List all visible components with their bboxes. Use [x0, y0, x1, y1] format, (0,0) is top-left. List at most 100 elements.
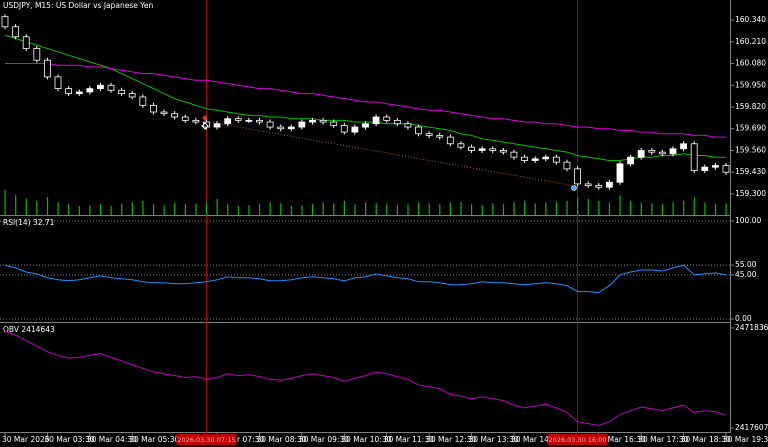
candle-body	[637, 150, 645, 158]
volume-bar	[227, 204, 229, 215]
volume-bar	[163, 205, 165, 215]
candle-body	[658, 151, 666, 155]
candle-body	[277, 126, 285, 130]
y-tick-label: 160.340	[735, 15, 766, 24]
candle-body	[521, 156, 528, 161]
candle-body	[499, 150, 507, 153]
volume-bar	[110, 206, 112, 215]
volume-bar	[481, 205, 483, 215]
candle-body	[12, 26, 20, 38]
volume-bar	[68, 204, 70, 215]
x-tick-label: 30 Mar 07:30	[214, 435, 264, 444]
candle-body	[97, 84, 104, 90]
candle-body	[181, 116, 189, 121]
volume-bar	[693, 197, 695, 215]
x-tick-label: 30 Mar 09:30	[299, 435, 349, 444]
volume-bar	[78, 206, 80, 215]
y-tick-label: 159.950	[735, 80, 766, 89]
candle-body	[542, 156, 550, 160]
y-tick-label: 2471836	[735, 323, 768, 332]
candle-body	[489, 148, 497, 151]
volume-bar	[343, 200, 345, 215]
candle-body	[128, 93, 136, 98]
candle-body	[139, 96, 147, 106]
candle-body	[669, 148, 677, 155]
volume-bar	[396, 205, 399, 215]
panel-title: RSI(14) 32.71	[3, 218, 55, 227]
volume-bar	[502, 204, 505, 215]
candle-body	[224, 118, 232, 125]
vertical-line-label: 2026.03.30 16:00	[549, 436, 607, 444]
volume-bar	[365, 202, 367, 215]
volume-bar	[524, 200, 526, 215]
candle-body	[425, 133, 433, 136]
candle-body	[605, 181, 613, 188]
candle-body	[54, 76, 62, 90]
volume-bar	[630, 200, 632, 215]
volume-bar	[566, 200, 568, 215]
frame	[0, 0, 731, 433]
candle-body	[457, 143, 465, 148]
candle-body	[584, 183, 592, 186]
panel-title: OBV 2414643	[3, 325, 55, 334]
volume-bar	[460, 201, 462, 215]
candle-body	[86, 88, 94, 93]
vertical-line-label-box	[547, 434, 608, 445]
candle-body	[404, 123, 412, 128]
candle-body	[383, 116, 391, 121]
candle-body	[340, 124, 348, 133]
volume-bar	[248, 205, 250, 215]
x-tick-label: 30 Mar 03:30	[44, 435, 94, 444]
volume-bar	[311, 204, 314, 215]
candle-body	[446, 136, 454, 145]
x-tick-label: 30 Mar 16:30	[596, 435, 646, 444]
volume-bar	[205, 202, 208, 215]
candle-body	[415, 126, 422, 135]
volume-bar	[121, 203, 123, 215]
candle-body	[171, 113, 179, 118]
candle-body	[552, 156, 560, 163]
candle-body	[563, 161, 571, 170]
volume-bar	[46, 197, 49, 215]
candle-body	[192, 119, 200, 123]
candle-body	[351, 126, 359, 133]
x-tick-label: 30 Mar 04:30	[87, 435, 137, 444]
volume-bar	[322, 202, 324, 215]
volume-bar	[195, 203, 197, 215]
volume-bar	[492, 203, 494, 215]
candle-body	[595, 185, 603, 188]
volume-bar	[704, 202, 706, 215]
vertical-line-label-box	[176, 434, 237, 445]
candle-body	[287, 126, 295, 130]
candle-body	[150, 104, 157, 113]
volume-bar	[619, 195, 621, 215]
volume-bar	[290, 206, 292, 215]
volume-bar	[258, 204, 261, 215]
y-tick-label: 159.690	[735, 124, 766, 133]
volume-bar	[354, 204, 356, 215]
volume-bar	[418, 202, 420, 215]
candle-body	[245, 119, 253, 122]
candle-body	[627, 156, 634, 165]
y-tick-label: 159.300	[735, 189, 766, 198]
candle-body	[266, 121, 274, 128]
volume-bar	[386, 204, 388, 215]
y-tick-label: 159.820	[735, 102, 766, 111]
candle-body	[75, 91, 83, 95]
volume-bar	[131, 202, 133, 215]
x-tick-label: 30 Mar 13:30	[469, 435, 519, 444]
candle-body	[213, 123, 221, 128]
volume-bar	[471, 204, 473, 215]
candle-body	[393, 119, 401, 125]
volume-bar	[651, 203, 653, 215]
x-tick-label: 30 Mar 08:30	[256, 435, 306, 444]
volume-bar	[534, 203, 536, 215]
indicator-line	[5, 63, 726, 138]
volume-bar	[36, 200, 38, 215]
x-tick-label: 30 Mar 10:30	[341, 435, 391, 444]
candle-body	[690, 143, 698, 171]
arrow-marker	[201, 122, 209, 130]
volume-bar	[89, 205, 91, 215]
candle-body	[372, 116, 380, 125]
